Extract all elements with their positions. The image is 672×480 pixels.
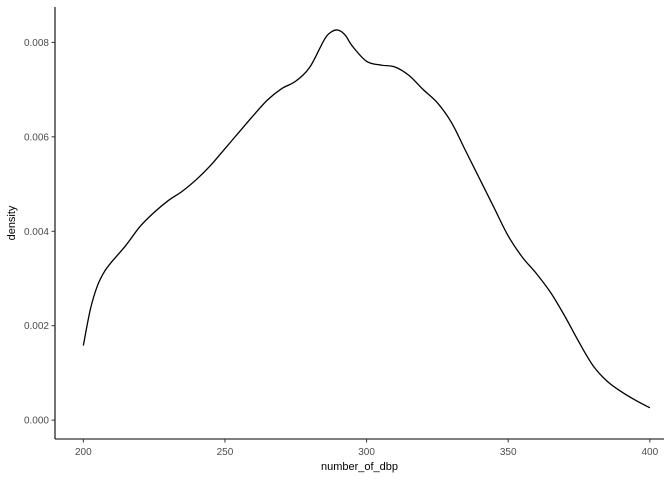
y-axis-title: density (6, 205, 18, 240)
y-tick-label: 0.006 (24, 132, 49, 143)
y-tick-label: 0.002 (24, 321, 49, 332)
x-axis-title: number_of_dbp (321, 461, 398, 473)
y-axis-ticks: 0.000 0.002 0.004 0.006 0.008 (24, 38, 55, 427)
y-tick-label: 0.000 (24, 416, 49, 427)
x-axis-ticks: 200 250 300 350 400 (75, 439, 659, 458)
x-tick-label: 300 (358, 447, 375, 458)
y-tick-label: 0.008 (24, 38, 49, 49)
x-tick-label: 200 (75, 447, 92, 458)
y-tick-label: 0.004 (24, 227, 49, 238)
density-line (82, 29, 651, 409)
x-tick-label: 350 (500, 447, 517, 458)
x-tick-label: 400 (641, 447, 658, 458)
plot-area (82, 29, 651, 409)
x-tick-label: 250 (217, 447, 234, 458)
